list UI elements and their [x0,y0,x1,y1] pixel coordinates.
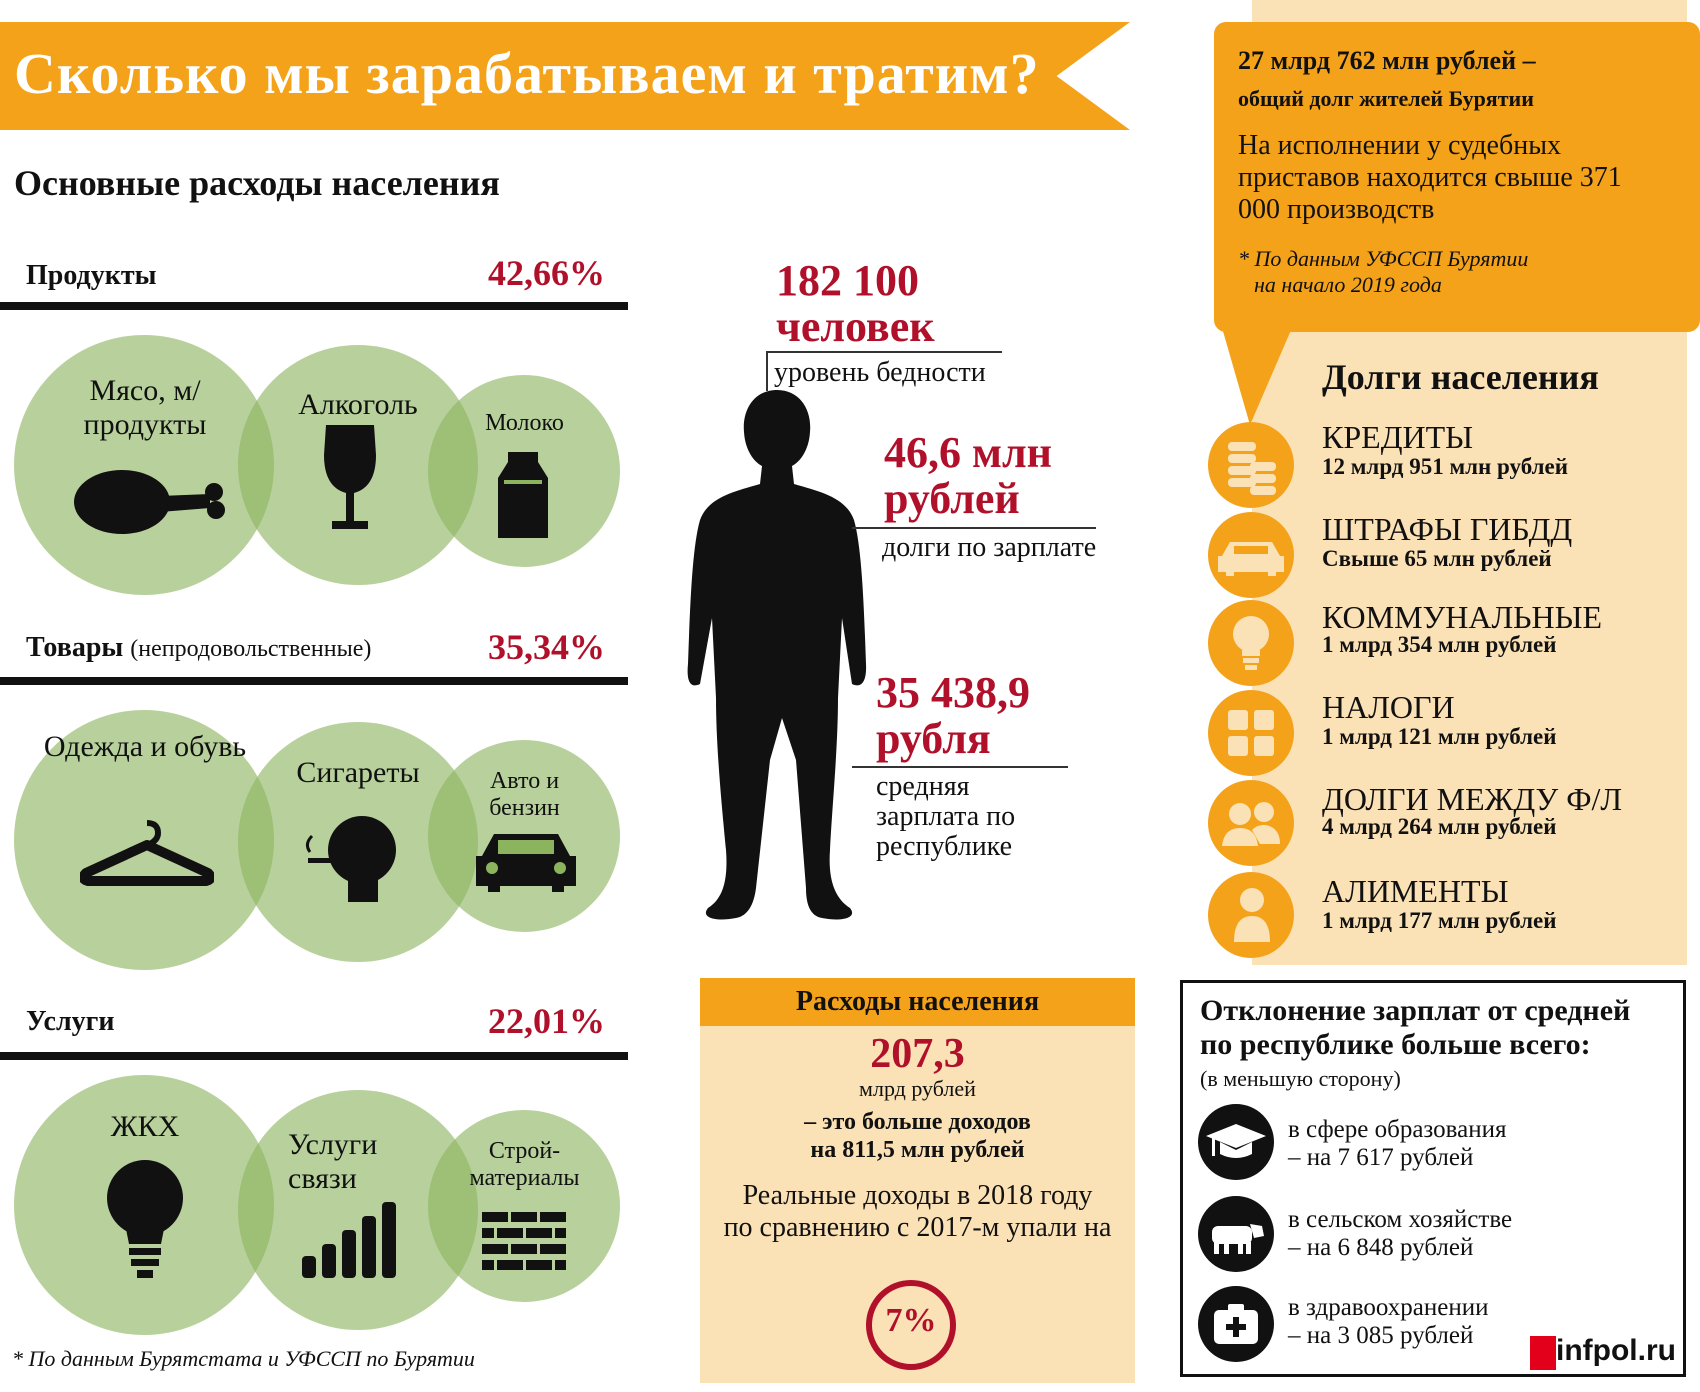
category-percent-goods: 35,34% [488,627,605,667]
debt-value-taxes: 1 млрд 121 млн рублей [1322,724,1557,749]
category-label-goods: Товары (непродовольственные) [26,632,372,663]
item-label-housing: ЖКХ [110,1110,180,1143]
real-income-note: Реальные доходы в 2018 году по сравнению… [723,1180,1112,1243]
spending-amount: 207,3 [870,1031,965,1077]
debt-title-utilities: КОММУНАЛЬНЫЕ [1322,599,1603,635]
stat-poverty-value: 182 100 человек [776,256,935,351]
total-debt-source: * По данным УФССП Бурятии на начало 2019… [1238,246,1529,297]
category-percent-products: 42,66% [488,253,605,293]
total-debt-body: На исполнении у судебных приставов наход… [1238,130,1622,225]
car-icon [1208,512,1294,598]
category-divider [0,302,628,310]
medical-kit-icon [1198,1286,1274,1362]
stat-divider [852,766,1068,768]
car-icon [476,834,576,892]
wine-glass-icon [324,425,376,529]
spending-comparison: – это больше доходов на 811,5 млн рублей [804,1109,1031,1163]
item-label-clothes: Одежда и обувь [43,730,247,763]
logo-text: infpol.ru [1556,1334,1676,1367]
deviation-item-healthcare: в здравоохранении – на 3 085 рублей [1288,1294,1489,1349]
page-title: Сколько мы зарабатываем и тратим? [14,41,1040,106]
income-drop-ring [866,1280,956,1370]
item-label-car: Авто и бензин [489,768,560,821]
stat-poverty-caption: уровень бедности [774,357,986,388]
smoker-icon [305,816,396,902]
debt-title-taxes: НАЛОГИ [1322,689,1455,725]
item-circle-materials [428,1110,620,1302]
category-label-products: Продукты [26,260,157,291]
calculator-icon [1208,690,1294,776]
spending-box-heading: Расходы населения [700,978,1135,1026]
deviation-heading: Отклонение зарплат от средней по республ… [1200,994,1631,1061]
expenses-footnote: * По данным Бурятстата и УФССП по Буряти… [12,1346,475,1371]
stat-wage-debt-caption: долги по зарплате [882,532,1097,563]
title-banner: Сколько мы зарабатываем и тратим? [0,22,1130,130]
coins-icon [1208,422,1294,508]
person-silhouette-icon [687,390,867,920]
stat-avg-salary-caption: средняя зарплата по республике [876,771,1016,862]
spending-unit: млрд рублей [859,1076,976,1101]
debt-value-credits: 12 млрд 951 млн рублей [1322,454,1568,479]
logo-mark [1530,1336,1556,1370]
debt-value-fines: Свыше 65 млн рублей [1322,546,1552,571]
debt-value-utilities: 1 млрд 354 млн рублей [1322,632,1557,657]
people-icon [1208,780,1294,866]
item-label-telecom: Услуги связи [288,1128,378,1195]
item-label-materials: Строй-материалы [469,1138,580,1191]
signal-bars-icon [302,1202,396,1278]
category-sublabel-goods: (непродовольственные) [130,636,372,662]
stat-connector [766,351,768,391]
debt-title-private: ДОЛГИ МЕЖДУ Ф/Л [1322,781,1623,817]
stat-divider [766,351,1002,353]
category-divider [0,677,628,685]
lightbulb-icon [107,1160,183,1278]
stat-avg-salary-value: 35 438,9 рубля [876,668,1030,763]
cow-icon [1198,1196,1274,1272]
debt-title-fines: ШТРАФЫ ГИБДД [1322,511,1573,547]
stat-wage-debt-value: 46,6 млн рублей [884,428,1053,523]
bricks-icon [482,1212,566,1270]
total-debt-box [1214,22,1700,332]
lightbulb-icon [1208,600,1294,686]
salary-deviation-box [1180,980,1686,1377]
debt-value-alimony: 1 млрд 177 млн рублей [1322,908,1557,933]
deviation-item-agriculture: в сельском хозяйстве – на 6 848 рублей [1288,1206,1513,1261]
item-label-alcohol: Алкоголь [298,388,418,421]
income-drop-percent: 7% [885,1302,937,1339]
baby-icon [1208,872,1294,958]
deviation-item-education: в сфере образования – на 7 617 рублей [1288,1116,1507,1171]
stat-divider [852,527,1096,529]
debt-title-alimony: АЛИМЕНТЫ [1322,873,1509,909]
category-label-services: Услуги [26,1006,115,1037]
total-debt-headline: 27 млрд 762 млн рублей – [1238,46,1536,75]
deviation-note: (в меньшую сторону) [1200,1066,1401,1091]
item-circle-meat [14,335,274,595]
graduation-cap-icon [1198,1104,1274,1180]
hanger-icon [80,820,214,886]
debts-heading: Долги населения [1322,357,1599,397]
milk-carton-icon [498,452,548,538]
item-label-cigarettes: Сигареты [296,756,420,789]
expenses-heading: Основные расходы населения [14,163,500,203]
item-label-milk: Молоко [485,410,564,436]
category-percent-services: 22,01% [488,1001,605,1041]
debt-title-credits: КРЕДИТЫ [1322,419,1474,455]
item-label-meat: Мясо, м/продукты [83,374,207,441]
category-divider [0,1052,628,1060]
item-circle-clothes [14,710,274,970]
debt-value-private: 4 млрд 264 млн рублей [1322,814,1557,839]
total-debt-subline: общий долг жителей Бурятии [1238,86,1534,111]
chicken-leg-icon [74,470,225,534]
